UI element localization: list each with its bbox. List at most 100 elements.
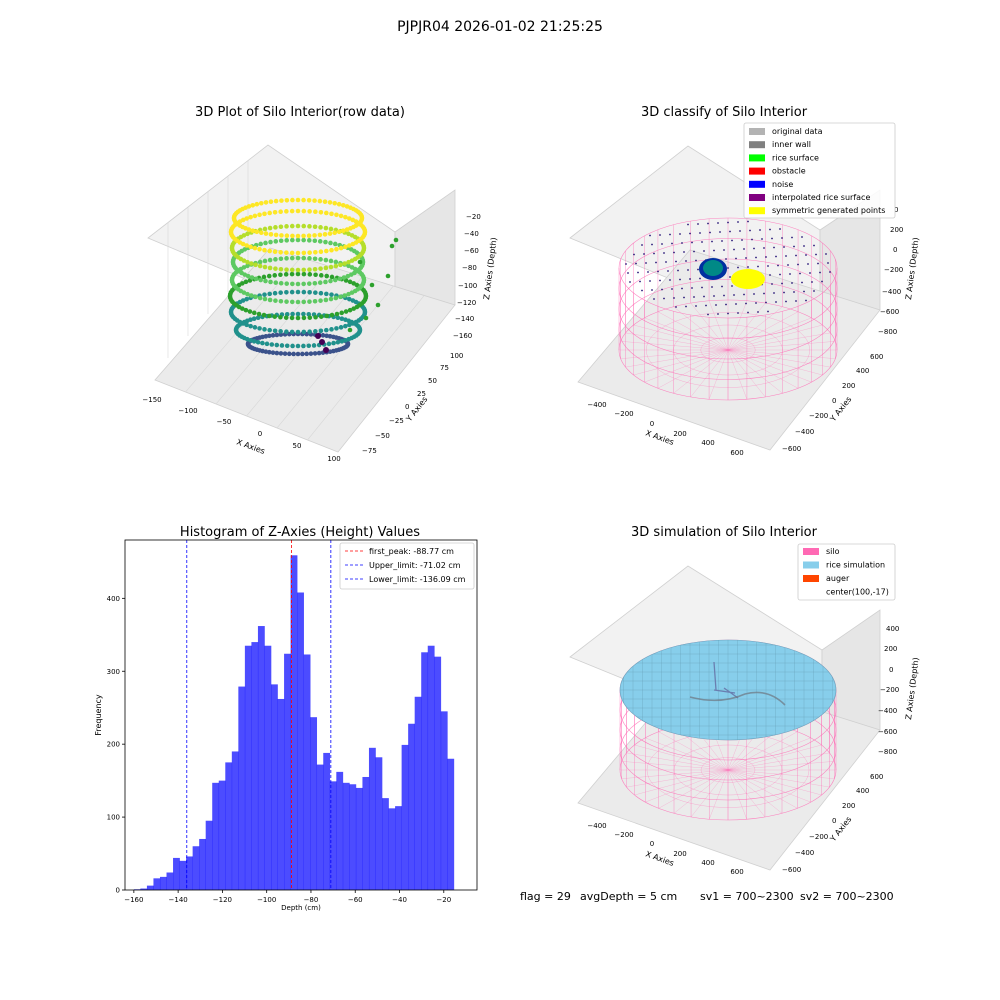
raw-point: [278, 224, 284, 230]
raw-point: [312, 266, 318, 272]
classify-surface-point: [729, 230, 731, 233]
classify-surface-point: [703, 295, 705, 298]
histogram-bar: [408, 723, 415, 890]
classify-surface-point: [693, 250, 695, 253]
raw-point: [256, 311, 262, 317]
classify-green-cluster: [703, 260, 723, 276]
histogram-bar: [244, 645, 252, 890]
classify-z-ticks: 0 200 0 −200 −400 −600 −800: [878, 206, 903, 336]
raw-ztick: −40: [464, 230, 479, 238]
raw-point: [284, 267, 289, 272]
raw-ztick: −60: [464, 247, 479, 255]
classify-surface-point: [655, 261, 657, 264]
histogram-ytick-label: 0: [116, 887, 120, 895]
classify-surface-point: [679, 278, 681, 281]
raw-point: [268, 279, 273, 285]
raw-point: [290, 197, 295, 203]
histogram-bar: [355, 787, 363, 890]
classify-ytick: −400: [795, 428, 814, 436]
classify-legend-label: noise: [772, 180, 793, 189]
raw-point: [289, 267, 295, 273]
raw-point: [278, 280, 284, 286]
raw-point: [332, 200, 338, 206]
histogram-bar: [388, 808, 396, 890]
raw-point: [278, 332, 284, 337]
classify-surface-point: [657, 270, 659, 273]
raw-point: [273, 225, 278, 230]
classify-surface-point: [663, 297, 665, 300]
raw-point: [243, 279, 249, 285]
classify-legend-swatch: [749, 207, 765, 215]
simulation-xtick: −200: [614, 831, 633, 839]
raw-point: [348, 272, 354, 277]
histogram-xtick-label: −80: [304, 896, 319, 904]
classify-surface-point: [741, 239, 743, 241]
raw-point: [306, 233, 312, 239]
classify-surface-point: [793, 291, 795, 293]
simulation-xtick: 400: [701, 859, 714, 867]
classify-surface-point: [701, 241, 703, 243]
histogram-bar: [336, 771, 344, 890]
raw-point: [328, 296, 334, 302]
raw-point: [269, 342, 275, 347]
classify-surface-point: [747, 220, 749, 223]
raw-point: [284, 299, 289, 304]
classify-surface-point: [733, 248, 735, 251]
raw-point: [267, 257, 273, 263]
histogram-bar: [166, 872, 174, 890]
classify-surface-point: [673, 251, 675, 254]
raw-point: [289, 208, 295, 214]
raw-point: [340, 228, 346, 234]
simulation-legend-label: auger: [826, 574, 850, 583]
raw-point: [247, 309, 253, 314]
histogram-bar: [342, 782, 350, 890]
raw-point: [284, 290, 289, 295]
classify-surface-point: [775, 255, 777, 258]
simulation-xtick: −400: [587, 822, 606, 830]
classify-surface-point: [647, 271, 649, 273]
raw-plot-x-ticks: −150 −100 −50 0 50 100: [142, 396, 340, 463]
classify-legend-label: obstacle: [772, 167, 806, 176]
classify-surface-point: [705, 304, 707, 307]
raw-point: [267, 265, 273, 271]
classify-ztick: −800: [878, 328, 897, 336]
classify-surface-point: [717, 222, 719, 224]
raw-point: [301, 208, 307, 214]
raw-point: [278, 272, 283, 278]
classify-surface-point: [653, 298, 655, 300]
histogram-bar: [329, 781, 337, 890]
raw-point: [295, 267, 301, 273]
classify-surface-point: [697, 268, 699, 271]
raw-point: [328, 226, 334, 232]
raw-point: [344, 227, 350, 232]
raw-point: [284, 250, 289, 255]
raw-point: [301, 267, 307, 273]
raw-point: [328, 264, 334, 270]
raw-point: [284, 329, 289, 334]
classify-legend-label: original data: [772, 127, 823, 136]
footer-sv2: sv2 = 700~2300: [800, 890, 894, 903]
classify-surface-point: [731, 239, 733, 242]
classify-surface-point: [773, 246, 775, 249]
raw-point: [313, 209, 318, 215]
histogram-axes-frame: [124, 539, 478, 891]
raw-point: [301, 255, 307, 261]
classify-surface-point: [707, 222, 709, 225]
raw-point: [318, 328, 324, 334]
raw-point: [295, 237, 301, 243]
classify-surface-point: [695, 259, 697, 262]
simulation-ztick: 400: [886, 625, 899, 633]
raw-ytick: 0: [405, 403, 409, 411]
classify-surface-point: [737, 312, 739, 314]
raw-point: [313, 249, 318, 255]
classify-surface-point: [691, 241, 693, 244]
raw-point: [273, 298, 278, 303]
raw-point: [250, 228, 256, 234]
classify-surface-point: [795, 254, 797, 257]
raw-point: [244, 243, 249, 248]
classify-legend-label: rice surface: [772, 153, 819, 162]
raw-point: [278, 266, 284, 272]
classify-surface-point: [817, 262, 819, 265]
classify-surface-point: [815, 253, 817, 256]
footer-status-line: flag = 29 avgDepth = 5 cm sv1 = 700~2300…: [520, 890, 894, 903]
